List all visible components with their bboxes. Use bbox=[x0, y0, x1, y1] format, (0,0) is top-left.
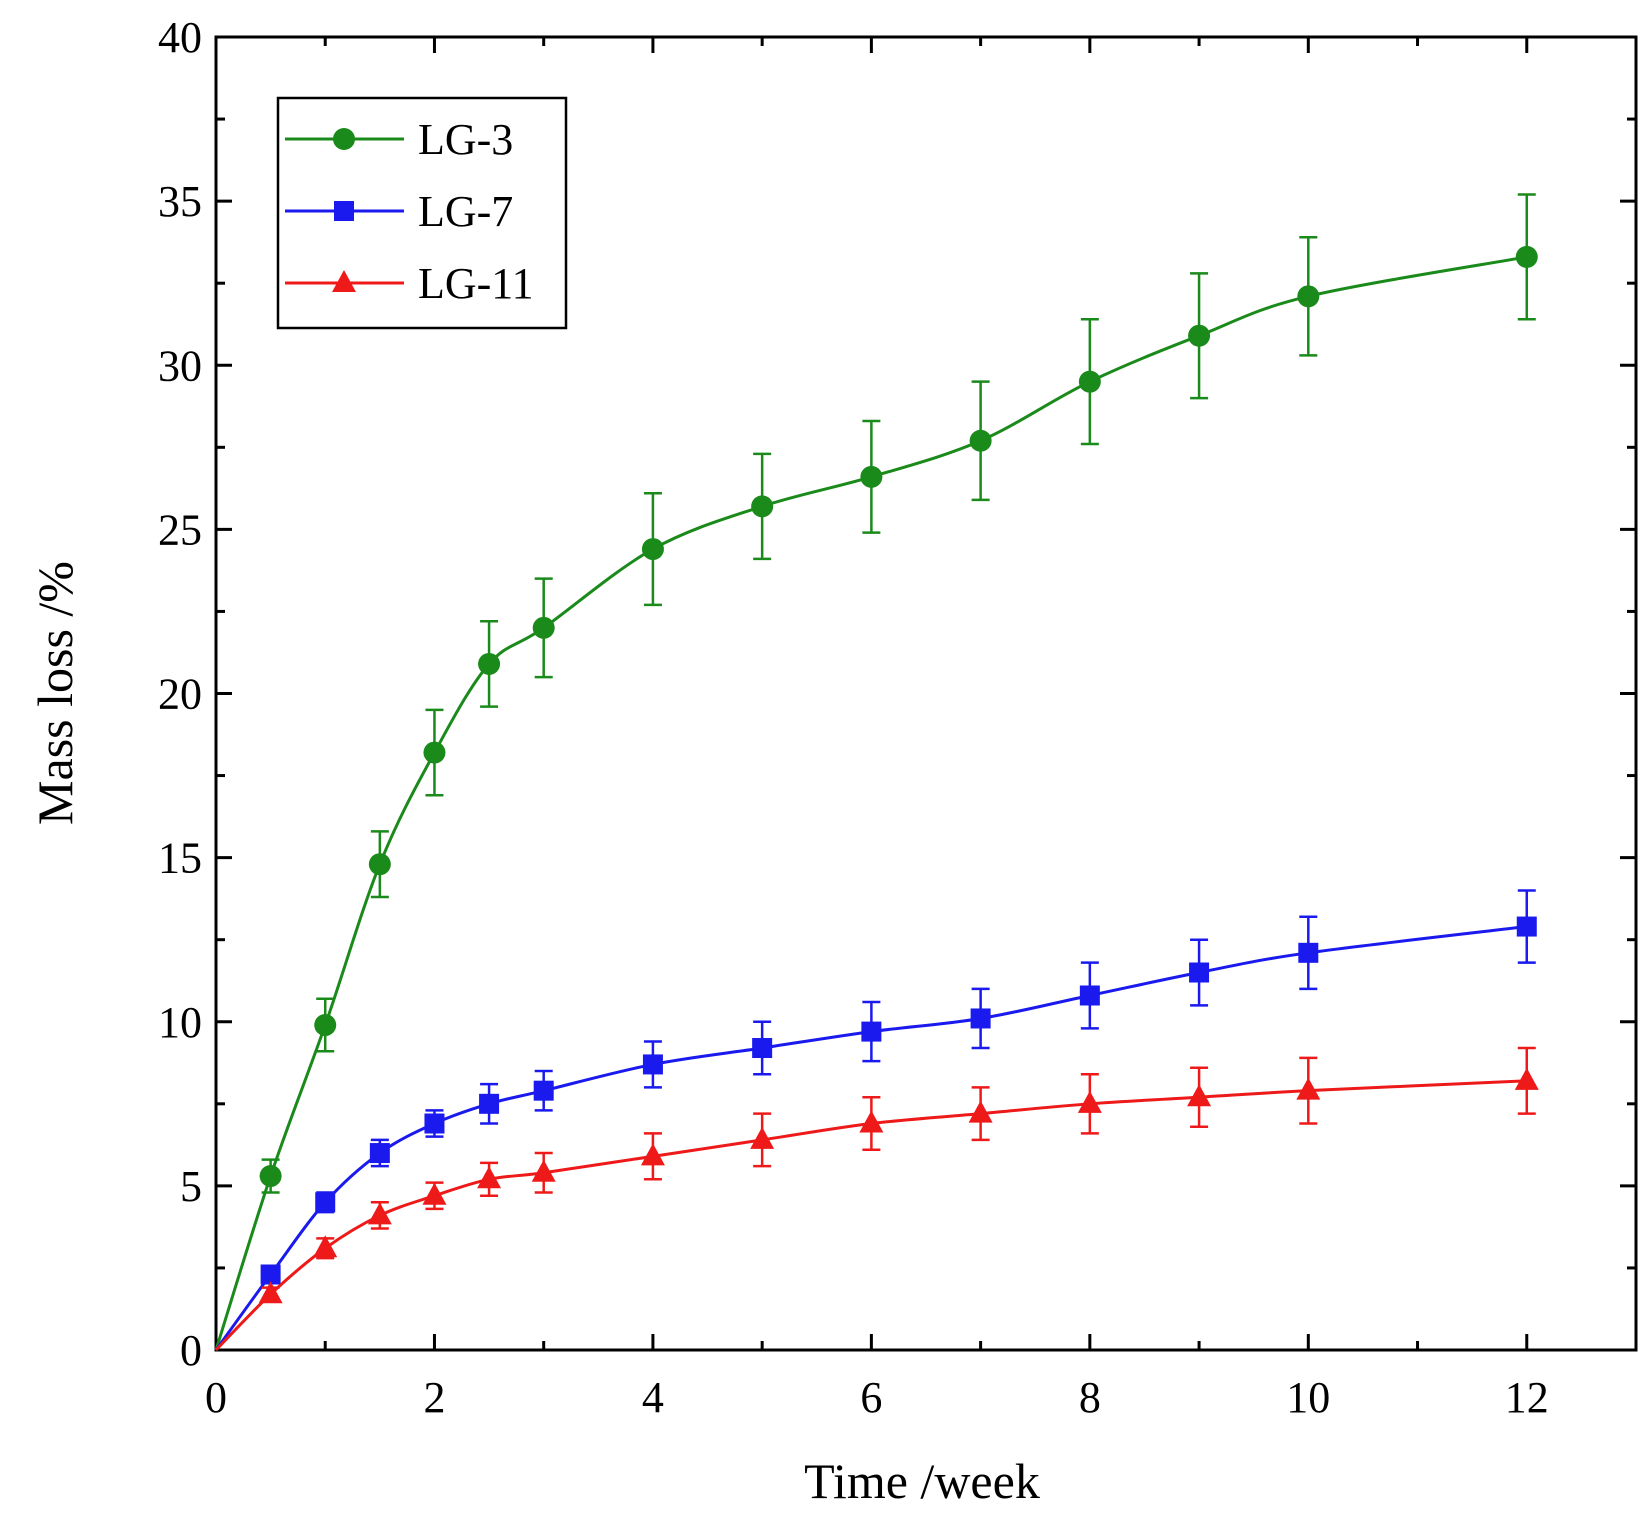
y-tick-label: 30 bbox=[158, 341, 202, 390]
series-lg-3 bbox=[214, 193, 1538, 1351]
x-tick-label: 8 bbox=[1079, 1373, 1101, 1422]
data-point bbox=[1079, 985, 1100, 1006]
data-point bbox=[424, 1113, 445, 1134]
legend-item: LG-11 bbox=[285, 259, 534, 308]
data-point bbox=[368, 853, 391, 876]
y-tick-label: 5 bbox=[180, 1162, 202, 1211]
data-point bbox=[258, 1281, 283, 1304]
data-point bbox=[533, 1080, 554, 1101]
data-point bbox=[1298, 942, 1319, 963]
legend-item: LG-7 bbox=[285, 187, 513, 236]
data-point bbox=[752, 1038, 773, 1059]
legend-item: LG-3 bbox=[285, 115, 513, 164]
data-point bbox=[1297, 285, 1320, 308]
x-tick-label: 12 bbox=[1505, 1373, 1549, 1422]
data-point bbox=[1187, 1084, 1212, 1107]
data-point bbox=[970, 1008, 991, 1029]
data-point bbox=[479, 1093, 500, 1114]
legend-label: LG-7 bbox=[418, 187, 513, 236]
data-point bbox=[423, 741, 446, 764]
y-tick-label: 25 bbox=[158, 505, 202, 554]
legend-marker bbox=[332, 270, 356, 292]
data-point bbox=[1189, 962, 1210, 983]
data-point bbox=[314, 1014, 337, 1037]
data-point bbox=[751, 495, 774, 518]
data-point bbox=[1078, 370, 1101, 393]
y-tick-label: 10 bbox=[158, 998, 202, 1047]
data-point bbox=[477, 1166, 502, 1189]
legend-label: LG-11 bbox=[418, 259, 534, 308]
x-axis-title: Time /week bbox=[804, 1453, 1040, 1509]
axes: 0 2 4 6 8 10 12 0 5 10 15 20 25 30 35 40 bbox=[158, 13, 1638, 1422]
x-tick-label: 6 bbox=[860, 1373, 882, 1422]
legend-box bbox=[276, 96, 568, 330]
data-point bbox=[642, 1054, 663, 1075]
data-point bbox=[313, 1235, 338, 1258]
data-point bbox=[531, 1159, 556, 1182]
data-point bbox=[478, 652, 501, 675]
series-layer bbox=[214, 193, 1539, 1352]
legend-label: LG-3 bbox=[418, 115, 513, 164]
y-tick-label: 15 bbox=[158, 834, 202, 883]
data-point bbox=[1077, 1090, 1102, 1113]
y-tick-label: 35 bbox=[158, 177, 202, 226]
data-point bbox=[750, 1126, 775, 1149]
data-point bbox=[641, 538, 664, 561]
y-tick-label: 20 bbox=[158, 670, 202, 719]
x-tick-label: 4 bbox=[642, 1373, 664, 1422]
x-tick-label: 0 bbox=[205, 1373, 227, 1422]
data-point bbox=[1516, 916, 1537, 937]
series-lg-7 bbox=[214, 889, 1537, 1351]
data-point bbox=[259, 1165, 282, 1188]
data-point bbox=[860, 465, 883, 488]
data-point bbox=[968, 1100, 993, 1123]
series-lg-11 bbox=[214, 1046, 1539, 1352]
data-point bbox=[422, 1182, 447, 1205]
data-point bbox=[861, 1021, 882, 1042]
data-point bbox=[532, 616, 555, 639]
y-tick-label: 40 bbox=[158, 13, 202, 62]
y-tick-label: 0 bbox=[180, 1326, 202, 1375]
legend-marker bbox=[333, 128, 355, 150]
legend: LG-3 LG-7 LG-11 bbox=[276, 96, 568, 330]
y-axis-title: Mass loss /% bbox=[27, 561, 83, 825]
data-point bbox=[369, 1143, 390, 1164]
data-point bbox=[1296, 1077, 1321, 1100]
data-point bbox=[640, 1143, 665, 1166]
data-point bbox=[859, 1110, 884, 1133]
x-tick-label: 2 bbox=[423, 1373, 445, 1422]
data-point bbox=[260, 1264, 281, 1285]
legend-marker bbox=[334, 201, 354, 221]
data-point bbox=[315, 1192, 336, 1213]
x-tick-label: 10 bbox=[1286, 1373, 1330, 1422]
data-point bbox=[1514, 1067, 1539, 1090]
data-point bbox=[1188, 324, 1211, 347]
data-point bbox=[1515, 245, 1538, 268]
data-point bbox=[367, 1202, 392, 1225]
data-point bbox=[969, 429, 992, 452]
